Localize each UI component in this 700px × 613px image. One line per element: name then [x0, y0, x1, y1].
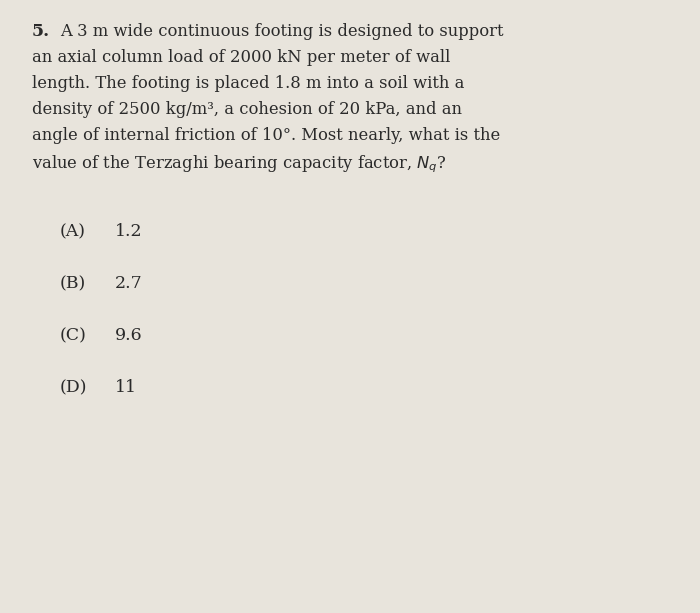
Text: (D): (D): [60, 379, 88, 396]
Text: length. The footing is placed 1.8 m into a soil with a: length. The footing is placed 1.8 m into…: [32, 75, 464, 92]
Text: 1.2: 1.2: [115, 223, 143, 240]
Text: 9.6: 9.6: [115, 327, 143, 344]
Text: value of the Terzaghi bearing capacity factor, $N_q$?: value of the Terzaghi bearing capacity f…: [32, 153, 447, 175]
Text: 2.7: 2.7: [115, 275, 143, 292]
Text: 5.: 5.: [32, 23, 50, 40]
Text: (C): (C): [60, 327, 87, 344]
Text: an axial column load of 2000 kN per meter of wall: an axial column load of 2000 kN per mete…: [32, 49, 450, 66]
Text: 11: 11: [115, 379, 137, 396]
Text: (A): (A): [60, 223, 86, 240]
Text: (B): (B): [60, 275, 86, 292]
Text: angle of internal friction of 10°. Most nearly, what is the: angle of internal friction of 10°. Most …: [32, 127, 500, 144]
Text: A 3 m wide continuous footing is designed to support: A 3 m wide continuous footing is designe…: [60, 23, 503, 40]
Text: density of 2500 kg/m³, a cohesion of 20 kPa, and an: density of 2500 kg/m³, a cohesion of 20 …: [32, 101, 462, 118]
